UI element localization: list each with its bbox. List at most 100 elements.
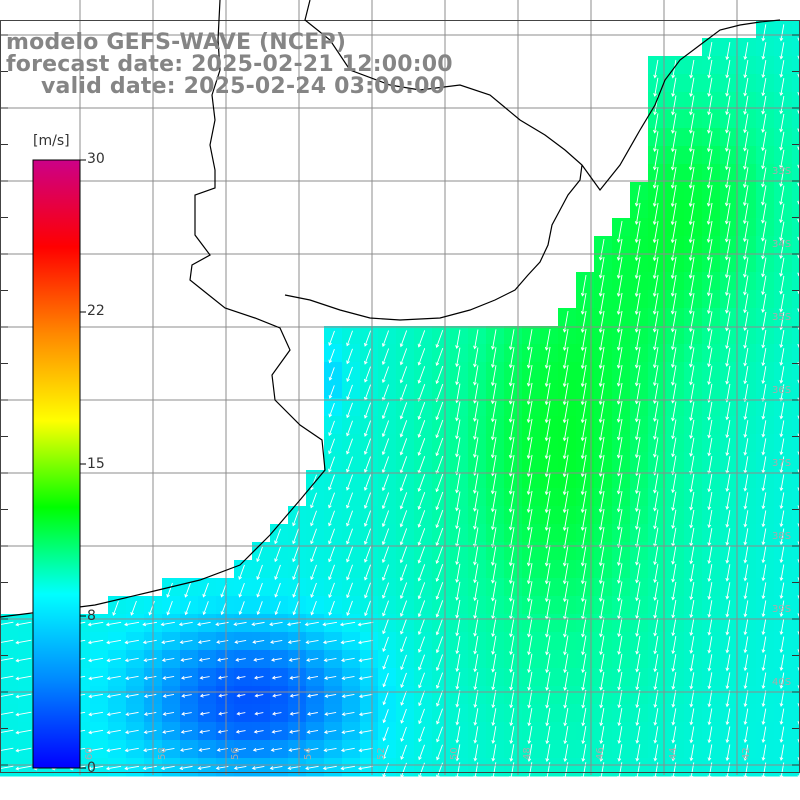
wind-arrow <box>725 726 731 744</box>
wind-arrow <box>580 364 587 388</box>
wind-arrow <box>270 748 283 752</box>
wind-arrow <box>545 635 551 656</box>
wind-arrow <box>473 726 479 744</box>
wind-arrow <box>491 347 497 368</box>
wind-arrow <box>598 364 605 387</box>
wind-arrow <box>688 202 695 226</box>
wind-arrow <box>526 545 533 567</box>
wind-arrow <box>304 621 319 627</box>
wind-arrow <box>635 744 641 762</box>
wind-arrow <box>455 708 461 726</box>
wind-arrow <box>653 599 659 619</box>
wind-arrow <box>598 310 605 333</box>
wind-arrow <box>635 599 641 620</box>
wind-arrow <box>670 329 677 351</box>
wind-arrow <box>399 492 408 510</box>
wind-arrow <box>15 711 32 717</box>
wind-cell <box>792 704 800 723</box>
wind-arrow <box>743 618 749 636</box>
wind-arrow <box>363 474 372 491</box>
map-title-model: modelo GEFS-WAVE (NCEP) <box>6 30 347 55</box>
wind-arrow <box>598 436 605 459</box>
wind-arrow <box>635 545 641 566</box>
wind-arrow <box>162 712 175 716</box>
wind-arrow <box>725 419 731 439</box>
wind-arrow <box>256 582 263 598</box>
wind-arrow <box>435 654 444 672</box>
wind-arrow <box>761 203 767 224</box>
wind-arrow <box>526 382 533 405</box>
wind-arrow <box>562 400 569 424</box>
wind-arrow <box>761 510 767 528</box>
wind-arrow <box>599 744 605 762</box>
wind-arrow <box>399 474 408 492</box>
wind-arrow <box>779 203 785 224</box>
wind-arrow <box>635 527 641 548</box>
map-title-valid-date: valid date: 2025-02-24 03:00:00 <box>41 74 446 99</box>
wind-arrow <box>562 310 569 333</box>
wind-arrow <box>508 365 515 387</box>
map-title-forecast-date: forecast date: 2025-02-21 12:00:00 <box>6 52 453 77</box>
wind-arrow <box>671 563 677 583</box>
wind-arrow <box>688 131 695 153</box>
wind-arrow <box>418 654 425 671</box>
wind-arrow <box>328 438 335 455</box>
wind-arrow <box>125 693 139 699</box>
wind-cell <box>792 722 800 741</box>
wind-arrow <box>779 149 785 169</box>
wind-arrow <box>581 581 587 603</box>
wind-arrow <box>725 708 731 726</box>
wind-arrow <box>382 744 389 760</box>
wind-cell <box>792 488 800 507</box>
wind-arrow <box>635 617 641 637</box>
wind-arrow <box>526 347 533 369</box>
wind-arrow <box>779 420 785 438</box>
wind-arrow <box>15 675 32 681</box>
wind-arrow <box>563 653 569 674</box>
wind-arrow <box>544 328 551 351</box>
wind-arrow <box>707 582 713 600</box>
wind-arrow <box>653 131 659 153</box>
wind-arrow <box>346 528 353 545</box>
wind-arrow <box>617 617 623 638</box>
wind-arrow <box>358 747 373 753</box>
wind-arrow <box>346 366 353 383</box>
wind-arrow <box>563 635 569 656</box>
wind-arrow <box>346 384 353 401</box>
wind-arrow <box>272 693 282 698</box>
wind-arrow <box>417 582 426 600</box>
wind-arrow <box>328 349 335 364</box>
wind-arrow <box>743 600 749 618</box>
wind-arrow <box>617 545 623 566</box>
wind-arrow <box>689 95 695 116</box>
wind-arrow <box>779 330 785 349</box>
wind-arrow <box>725 636 731 654</box>
wind-arrow <box>580 436 587 460</box>
wind-arrow <box>142 639 157 645</box>
wind-arrow <box>161 657 175 662</box>
wind-arrow <box>707 42 713 61</box>
wind-arrow <box>323 747 337 753</box>
wind-arrow <box>490 473 497 495</box>
wind-arrow <box>527 617 533 638</box>
wind-arrow <box>324 675 337 680</box>
wind-arrow <box>346 420 353 437</box>
wind-arrow <box>363 510 372 527</box>
wind-arrow <box>473 401 479 422</box>
wind-arrow <box>580 545 587 567</box>
wind-arrow <box>328 456 335 473</box>
wind-arrow <box>563 617 569 638</box>
wind-arrow <box>725 438 731 457</box>
wind-arrow <box>617 689 623 709</box>
wind-arrow <box>725 347 731 367</box>
wind-arrow <box>599 707 605 727</box>
latitude-labels: 33S 34S 35S 36S 37S 38S 39S 40S <box>772 166 791 688</box>
wind-arrow <box>544 436 551 460</box>
wind-arrow <box>671 113 677 134</box>
wind-arrow <box>527 581 533 603</box>
wind-arrow <box>653 491 659 512</box>
wind-arrow <box>323 729 337 734</box>
wind-arrow <box>346 402 353 419</box>
wind-arrow <box>616 220 623 243</box>
colorbar-tick-15: 15 <box>87 456 105 472</box>
